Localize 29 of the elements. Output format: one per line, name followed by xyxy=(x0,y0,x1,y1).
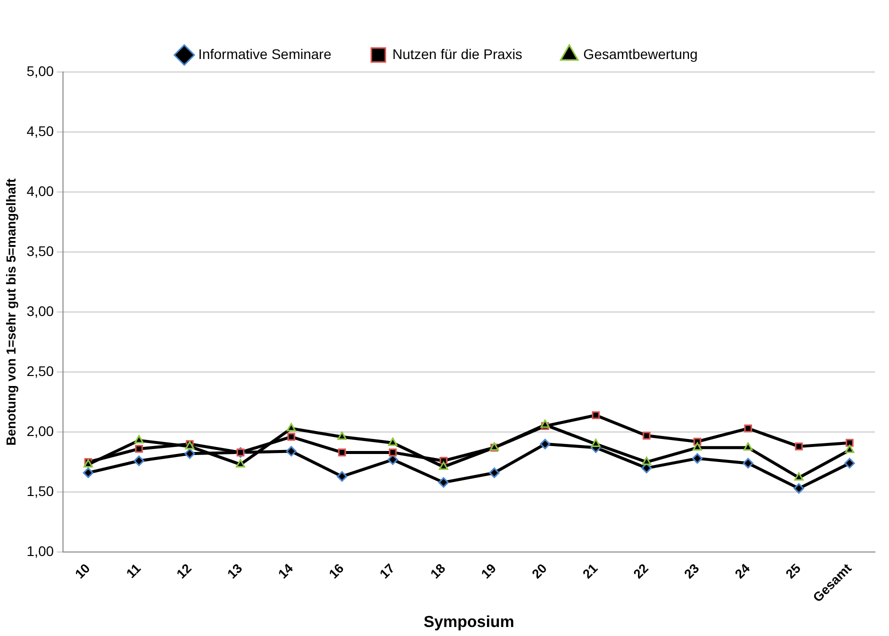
x-tick-label: 24 xyxy=(732,560,754,582)
y-tick-label: 4,50 xyxy=(26,122,54,139)
y-tick-label: 3,50 xyxy=(26,242,54,259)
x-axis-title: Symposium xyxy=(424,614,514,631)
legend-label: Informative Seminare xyxy=(198,46,332,62)
legend-label: Gesamtbewertung xyxy=(583,46,698,62)
x-tick-label: 19 xyxy=(478,560,499,582)
x-tick-label: 14 xyxy=(275,560,296,582)
x-tick-label: 18 xyxy=(427,560,448,582)
x-tick-label: 16 xyxy=(326,560,347,582)
x-tick-label: 21 xyxy=(580,560,600,582)
x-tick-label: 23 xyxy=(681,560,702,582)
x-tick-label: 11 xyxy=(123,560,144,581)
y-tick-label: 3,00 xyxy=(26,302,54,319)
x-tick-label: 22 xyxy=(630,560,652,582)
y-tick-label: 1,00 xyxy=(26,542,54,559)
x-tick-label: 10 xyxy=(72,560,93,582)
x-tick-label: 12 xyxy=(174,560,194,582)
y-tick-label: 2,00 xyxy=(26,422,54,439)
y-tick-label: 2,50 xyxy=(26,362,54,379)
y-tick-label: 4,00 xyxy=(26,182,54,199)
y-tick-label: 1,50 xyxy=(26,482,54,499)
x-tick-label: 17 xyxy=(376,560,398,582)
legend-label: Nutzen für die Praxis xyxy=(392,46,522,62)
x-tick-label: 20 xyxy=(528,560,550,582)
x-tick-label: 13 xyxy=(224,560,246,582)
y-tick-label: 5,00 xyxy=(26,62,54,79)
y-axis-title: Benotung von 1=sehr gut bis 5=mangelhaft xyxy=(3,178,18,446)
x-tick-label: 25 xyxy=(782,560,804,582)
